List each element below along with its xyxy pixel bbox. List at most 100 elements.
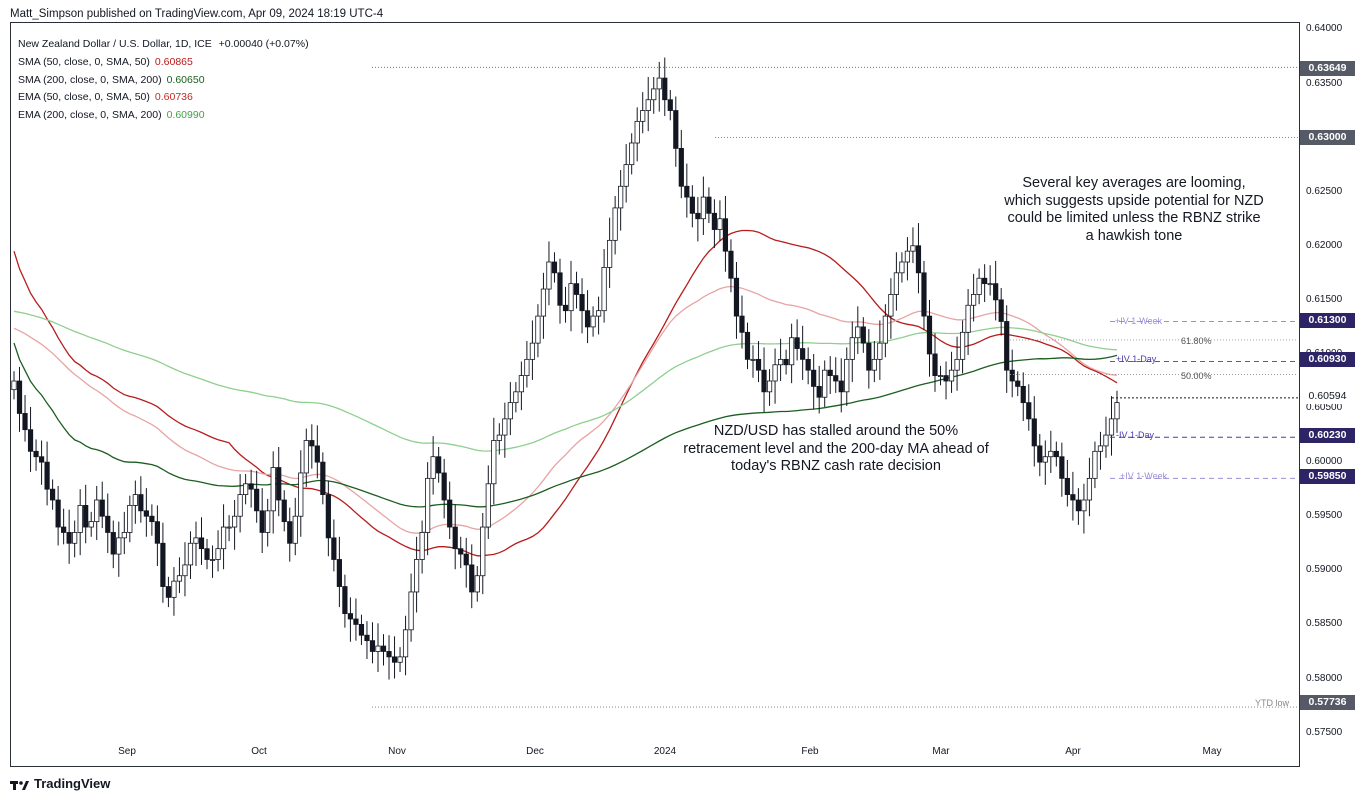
- moving-averages: [13, 229, 1118, 557]
- candle-body: [645, 99, 651, 111]
- candle-body: [452, 526, 458, 550]
- candles: [11, 57, 1120, 680]
- candle-body: [789, 337, 795, 366]
- candle-body: [314, 445, 320, 463]
- candle-body: [226, 526, 232, 529]
- candle-body: [386, 651, 392, 658]
- candle-body: [480, 526, 486, 577]
- candle-body: [138, 494, 144, 512]
- candle-body: [783, 358, 789, 366]
- candle-body: [474, 575, 480, 593]
- candle-body: [1042, 456, 1048, 463]
- candle-body: [777, 358, 784, 366]
- sma-50-line: [13, 229, 1118, 557]
- price-badge-iv-week-up: 0.61300: [1300, 313, 1355, 328]
- candle-body: [358, 624, 365, 636]
- candle-body: [689, 196, 695, 214]
- candle-body: [921, 272, 927, 317]
- x-tick-label: Dec: [526, 746, 544, 757]
- candle-body: [1026, 402, 1032, 420]
- candle-body: [447, 499, 453, 528]
- candle-body: [733, 277, 740, 317]
- candle-body: [165, 586, 172, 598]
- candle-body: [761, 369, 767, 393]
- price-badge-iv-day-down: 0.60230: [1300, 428, 1355, 443]
- candle-body: [943, 375, 949, 382]
- candle-body: [187, 542, 194, 566]
- candle-body: [94, 499, 100, 523]
- candle-body: [755, 358, 762, 371]
- price-badge-iv-day-up: 0.60930: [1300, 352, 1355, 367]
- candle-body: [634, 120, 640, 144]
- candle-body: [623, 164, 629, 187]
- candle-body: [899, 261, 905, 274]
- x-tick-label: 2024: [653, 746, 677, 757]
- legend-title-row: New Zealand Dollar / U.S. Dollar, 1D, IC…: [18, 36, 309, 54]
- candle-body: [364, 634, 370, 642]
- candle-body: [546, 261, 552, 290]
- price-badge-iv-week-down: 0.59850: [1300, 469, 1355, 484]
- candle-body: [292, 515, 298, 544]
- candle-body: [926, 315, 933, 355]
- candle-body: [353, 618, 359, 625]
- brand-text: TradingView: [34, 776, 111, 791]
- candle-body: [287, 521, 293, 544]
- candle-body: [607, 239, 613, 268]
- x-tick-label: Feb: [801, 746, 819, 757]
- candle-body: [1037, 445, 1043, 463]
- legend-indicator: SMA (50, close, 0, SMA, 50) 0.60865: [18, 54, 309, 72]
- candle-body: [866, 342, 872, 371]
- candle-body: [27, 429, 34, 452]
- candle-body: [276, 467, 282, 501]
- candle-body: [849, 337, 855, 360]
- indicator-label: SMA (200, close, 0, SMA, 200): [18, 73, 162, 86]
- candle-body: [44, 461, 50, 490]
- candle-body: [209, 559, 216, 561]
- level-lines: [372, 66, 1298, 708]
- candle-body: [491, 440, 497, 485]
- x-tick-label: May: [1202, 746, 1222, 757]
- ema-200-line: [13, 310, 1118, 452]
- candle-body: [518, 375, 524, 393]
- candle-body: [375, 645, 381, 652]
- candle-body: [805, 358, 811, 371]
- legend-title: New Zealand Dollar / U.S. Dollar, 1D, IC…: [18, 38, 212, 50]
- candle-body: [855, 326, 861, 339]
- candle-body: [948, 369, 955, 382]
- indicator-value: 0.60865: [154, 55, 193, 68]
- candle-body: [728, 250, 734, 279]
- candle-body: [844, 358, 850, 393]
- candle-body: [270, 467, 276, 512]
- candle-body: [408, 591, 414, 631]
- candle-body: [469, 564, 475, 593]
- candle-body: [441, 472, 447, 501]
- y-tick-label: 0.62000: [1306, 239, 1343, 251]
- candle-body: [750, 358, 756, 361]
- candle-body: [1108, 418, 1115, 436]
- y-tick-label: 0.61500: [1306, 293, 1343, 305]
- iv-day-down-label: -IV 1-Day: [1116, 430, 1155, 440]
- candle-body: [160, 542, 166, 587]
- x-tick-label: Sep: [118, 746, 136, 757]
- annotation-averages: Several key averages are looming, which …: [1004, 175, 1264, 244]
- x-tick-label: Apr: [1065, 746, 1081, 757]
- candle-body: [402, 629, 409, 658]
- candle-body: [959, 331, 966, 360]
- candle-body: [1092, 450, 1098, 479]
- candle-body: [16, 380, 23, 414]
- candle-body: [507, 402, 513, 420]
- candle-body: [496, 434, 502, 441]
- candle-body: [1114, 402, 1120, 420]
- candle-body: [436, 456, 442, 474]
- candle-body: [331, 537, 337, 560]
- candle-body: [722, 218, 729, 252]
- candle-body: [1097, 445, 1104, 452]
- candle-body: [298, 472, 304, 517]
- candle-body: [524, 358, 530, 376]
- tradingview-brand[interactable]: TradingView: [10, 776, 110, 791]
- candle-body: [871, 358, 877, 371]
- candle-body: [717, 218, 723, 230]
- candle-body: [700, 196, 706, 220]
- candle-body: [640, 110, 646, 122]
